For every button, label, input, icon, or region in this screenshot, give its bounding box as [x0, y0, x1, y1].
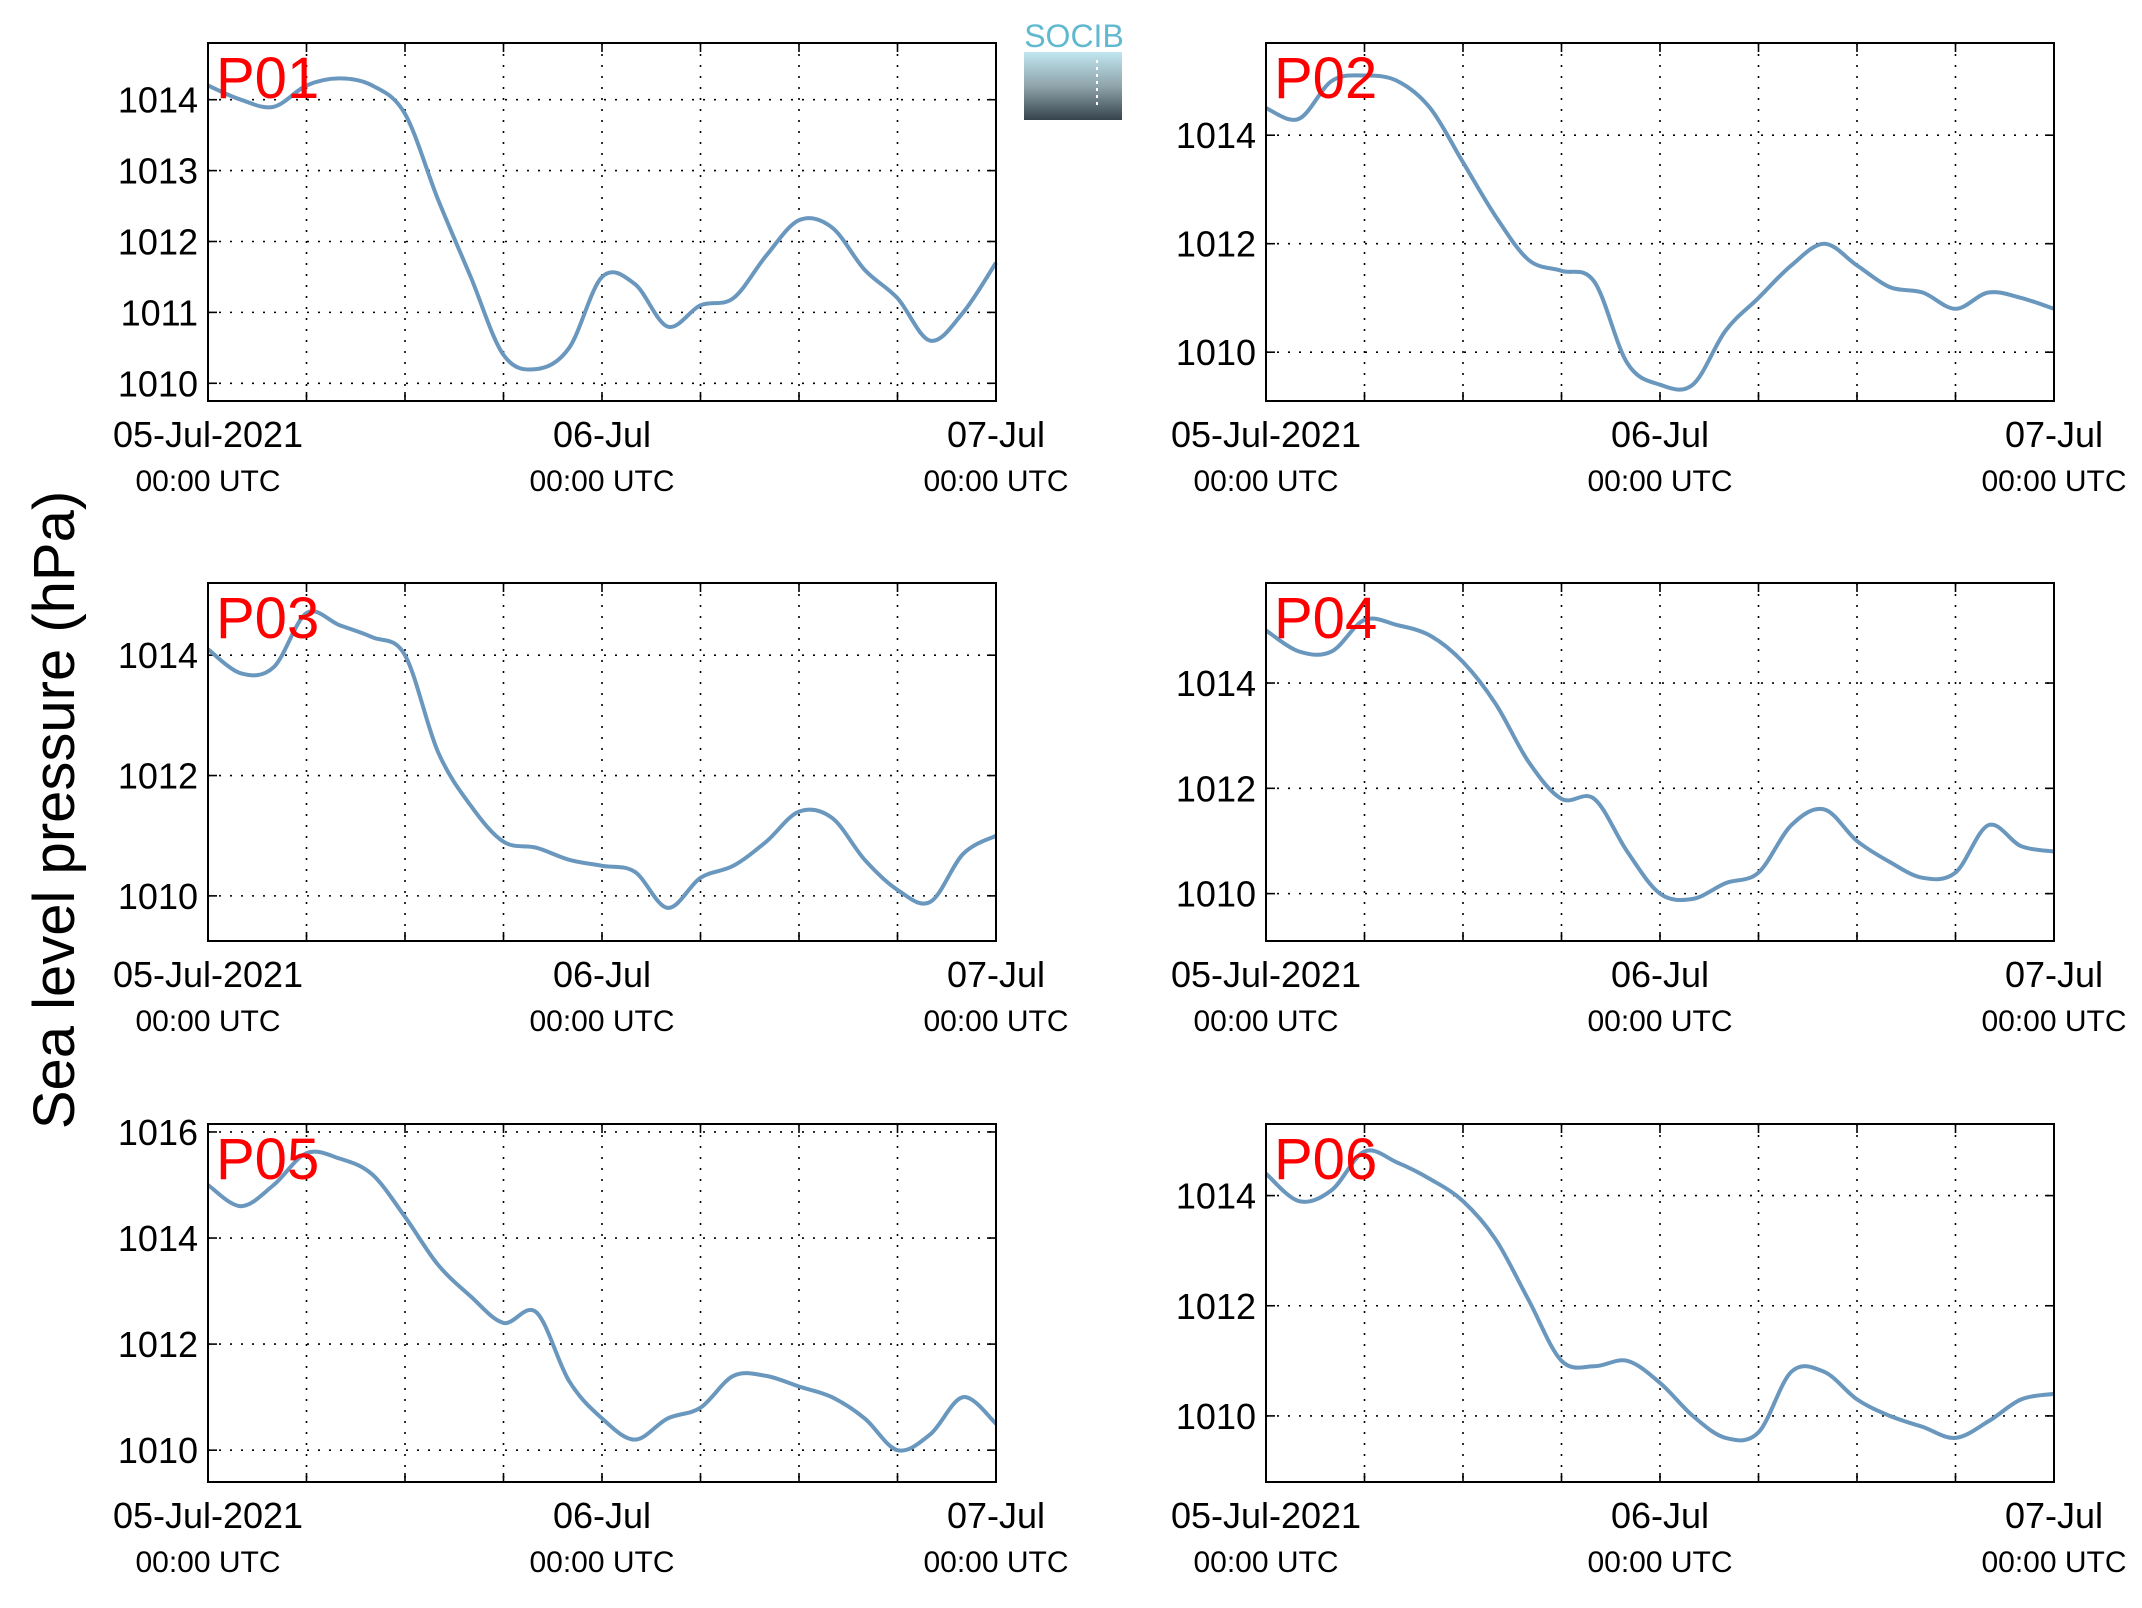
- y-tick-label: 1010: [118, 363, 198, 404]
- y-tick-label: 1012: [1176, 1286, 1256, 1327]
- axes-frame: [207, 1123, 997, 1483]
- x-tick-sublabel: 00:00 UTC: [135, 1005, 280, 1038]
- x-tick-sublabel: 00:00 UTC: [529, 1546, 674, 1579]
- y-tick-label: 1010: [118, 1430, 198, 1471]
- pressure-series-line: [206, 609, 997, 910]
- x-tick-label: 07-Jul: [947, 1495, 1045, 1536]
- panel-p06: 1010 1012 1014 05-Jul-2021 00:00 UTC 06-Jul 00…: [1171, 1123, 2127, 1579]
- panel-label: P05: [216, 1127, 319, 1192]
- x-tick-sublabel: 00:00 UTC: [923, 1005, 1068, 1038]
- y-tick-label: 1014: [118, 1218, 198, 1259]
- x-tick-label: 05-Jul-2021: [113, 954, 303, 995]
- panel-p01: 1010 1011 1012 1013 1014 05-Jul-2021 00:00 UTC…: [113, 42, 1069, 498]
- y-tick-label: 1012: [118, 221, 198, 262]
- axes-frame: [207, 582, 997, 942]
- x-tick-sublabel: 00:00 UTC: [1587, 1005, 1732, 1038]
- y-tick-label: 1014: [1176, 115, 1256, 156]
- y-tick-label: 1014: [1176, 663, 1256, 704]
- x-tick-sublabel: 00:00 UTC: [1193, 1005, 1338, 1038]
- y-tick-label: 1010: [118, 876, 198, 917]
- x-tick-sublabel: 00:00 UTC: [1981, 465, 2126, 498]
- x-tick-sublabel: 00:00 UTC: [923, 1546, 1068, 1579]
- y-tick-label: 1010: [1176, 874, 1256, 915]
- pressure-series-line: [1264, 1148, 2055, 1443]
- x-tick-sublabel: 00:00 UTC: [923, 465, 1068, 498]
- x-tick-sublabel: 00:00 UTC: [135, 1546, 280, 1579]
- y-tick-label: 1016: [118, 1112, 198, 1153]
- x-tick-label: 07-Jul: [2005, 414, 2103, 455]
- x-tick-label: 05-Jul-2021: [1171, 1495, 1361, 1536]
- x-tick-label: 07-Jul: [2005, 954, 2103, 995]
- x-tick-label: 06-Jul: [1611, 414, 1709, 455]
- panel-p04: 1010 1012 1014 05-Jul-2021 00:00 UTC 06-Jul 00…: [1171, 582, 2127, 1038]
- panel-label: P06: [1274, 1127, 1377, 1192]
- x-tick-sublabel: 00:00 UTC: [1981, 1546, 2126, 1579]
- x-tick-sublabel: 00:00 UTC: [1587, 465, 1732, 498]
- y-tick-label: 1011: [121, 292, 198, 333]
- x-tick-sublabel: 00:00 UTC: [529, 1005, 674, 1038]
- pressure-series-line: [206, 1149, 998, 1453]
- y-tick-label: 1013: [118, 151, 198, 192]
- panel-label: P04: [1274, 586, 1377, 651]
- y-tick-label: 1014: [118, 635, 198, 676]
- panel-p02: 1010 1012 1014 05-Jul-2021 00:00 UTC 06-Jul 00…: [1171, 42, 2127, 498]
- y-tick-label: 1012: [118, 1324, 198, 1365]
- y-tick-label: 1012: [1176, 768, 1256, 809]
- axes-frame: [1265, 42, 2055, 402]
- x-tick-label: 05-Jul-2021: [1171, 954, 1361, 995]
- y-tick-label: 1012: [1176, 224, 1256, 265]
- panel-label: P02: [1274, 46, 1377, 111]
- axes-frame: [207, 42, 997, 402]
- y-tick-label: 1010: [1176, 1396, 1256, 1437]
- panel-label: P03: [216, 586, 319, 651]
- logo-wordmark: SOCIB: [1024, 18, 1124, 54]
- x-tick-label: 07-Jul: [2005, 1495, 2103, 1536]
- y-axis-title: Sea level pressure (hPa): [22, 491, 87, 1129]
- x-tick-label: 07-Jul: [947, 414, 1045, 455]
- x-tick-label: 06-Jul: [553, 1495, 651, 1536]
- panel-p05: 1010 1012 1014 1016 05-Jul-2021 00:00 UTC 06-J…: [113, 1112, 1069, 1579]
- panel-p03: 1010 1012 1014 05-Jul-2021 00:00 UTC 06-Jul 00…: [113, 582, 1069, 1038]
- x-tick-sublabel: 00:00 UTC: [1587, 1546, 1732, 1579]
- socib-logo: SOCIB: [1024, 18, 1124, 120]
- pressure-series-line: [1264, 616, 2055, 903]
- x-tick-label: 05-Jul-2021: [113, 414, 303, 455]
- x-tick-sublabel: 00:00 UTC: [1193, 465, 1338, 498]
- axes-frame: [1265, 582, 2055, 942]
- y-tick-label: 1010: [1176, 332, 1256, 373]
- x-tick-label: 07-Jul: [947, 954, 1045, 995]
- panel-label: P01: [216, 46, 319, 111]
- pressure-series-line: [1265, 73, 2055, 392]
- x-tick-label: 05-Jul-2021: [1171, 414, 1361, 455]
- x-tick-label: 06-Jul: [553, 414, 651, 455]
- pressure-series-line: [207, 76, 998, 372]
- x-tick-sublabel: 00:00 UTC: [1193, 1546, 1338, 1579]
- x-tick-sublabel: 00:00 UTC: [1981, 1005, 2126, 1038]
- x-tick-label: 06-Jul: [1611, 1495, 1709, 1536]
- x-tick-label: 05-Jul-2021: [113, 1495, 303, 1536]
- x-tick-label: 06-Jul: [553, 954, 651, 995]
- y-tick-label: 1012: [118, 756, 198, 797]
- x-tick-label: 06-Jul: [1611, 954, 1709, 995]
- logo-graphic: [1024, 52, 1122, 120]
- axes-frame: [1265, 1123, 2055, 1483]
- y-tick-label: 1014: [118, 80, 198, 121]
- x-tick-sublabel: 00:00 UTC: [135, 465, 280, 498]
- y-tick-label: 1014: [1176, 1176, 1256, 1217]
- x-tick-sublabel: 00:00 UTC: [529, 465, 674, 498]
